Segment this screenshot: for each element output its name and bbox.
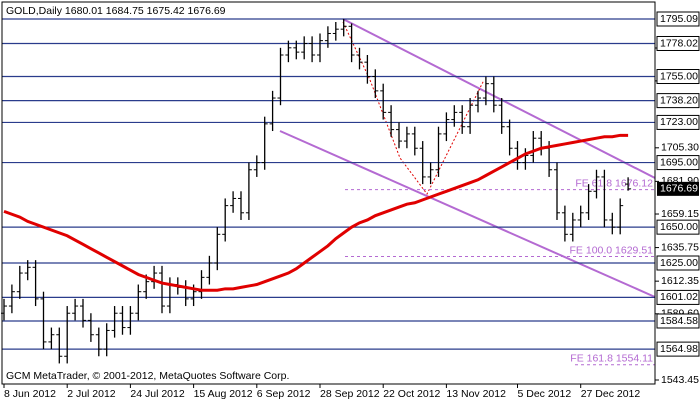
level-label: 1795.09 — [660, 13, 698, 25]
moving-average — [3, 133, 629, 292]
level-box — [656, 35, 700, 51]
annotation-label: FE 100.0 1629.51 — [570, 244, 654, 256]
x-tick-label: 24 Jul 2012 — [130, 388, 184, 400]
plot-frame — [1, 1, 656, 385]
current-price-label: 1676.69 — [660, 183, 698, 195]
x-tick-label: 2 Jul 2012 — [67, 388, 116, 400]
level-box — [656, 93, 700, 109]
level-label: 1755.00 — [660, 70, 698, 82]
x-tick-label: 13 Nov 2012 — [446, 388, 506, 400]
annotation-label: FE 61.8 1676.12 — [575, 177, 653, 189]
level-label: 1695.00 — [660, 156, 698, 168]
level-label: 1778.02 — [660, 37, 698, 49]
level-box — [656, 313, 700, 329]
level-label: 1723.00 — [660, 116, 698, 128]
y-tick-label: 1612.35 — [661, 275, 699, 287]
level-label: 1625.00 — [660, 257, 698, 269]
y-tick-label: 1543.45 — [661, 374, 699, 386]
level-label: 1564.98 — [660, 343, 698, 355]
x-tick-label: 28 Sep 2012 — [320, 388, 380, 400]
x-tick-label: 27 Dec 2012 — [581, 388, 641, 400]
current-price-box — [657, 181, 699, 196]
channel-upper — [342, 18, 656, 179]
level-box — [656, 11, 700, 27]
level-label: 1584.58 — [660, 315, 698, 327]
level-label: 1601.02 — [660, 291, 698, 303]
level-box — [656, 255, 700, 271]
y-tick-label: 1659.15 — [661, 208, 699, 220]
level-box — [656, 219, 700, 235]
level-box — [656, 114, 700, 130]
y-tick-label: 1705.30 — [661, 142, 699, 154]
footer: GCM MetaTrader, © 2001-2012, MetaQuotes … — [6, 370, 289, 382]
x-tick-label: 6 Sep 2012 — [257, 388, 311, 400]
chart-title: GOLD,Daily 1680.01 1684.75 1675.42 1676.… — [6, 5, 226, 17]
annotation-label: FE 161.8 1554.11 — [570, 352, 653, 364]
level-box — [656, 155, 700, 171]
level-box — [656, 289, 700, 305]
x-tick-label: 15 Aug 2012 — [194, 388, 253, 400]
level-label: 1738.20 — [660, 94, 698, 106]
x-tick-label: 5 Dec 2012 — [518, 388, 572, 400]
level-label: 1650.00 — [660, 221, 698, 233]
channel-lower — [279, 130, 656, 298]
x-tick-label: 8 Jun 2012 — [4, 388, 56, 400]
level-box — [656, 341, 700, 357]
x-tick-label: 22 Oct 2012 — [383, 388, 440, 400]
y-tick-label: 1635.75 — [661, 241, 699, 253]
level-box — [656, 69, 700, 85]
